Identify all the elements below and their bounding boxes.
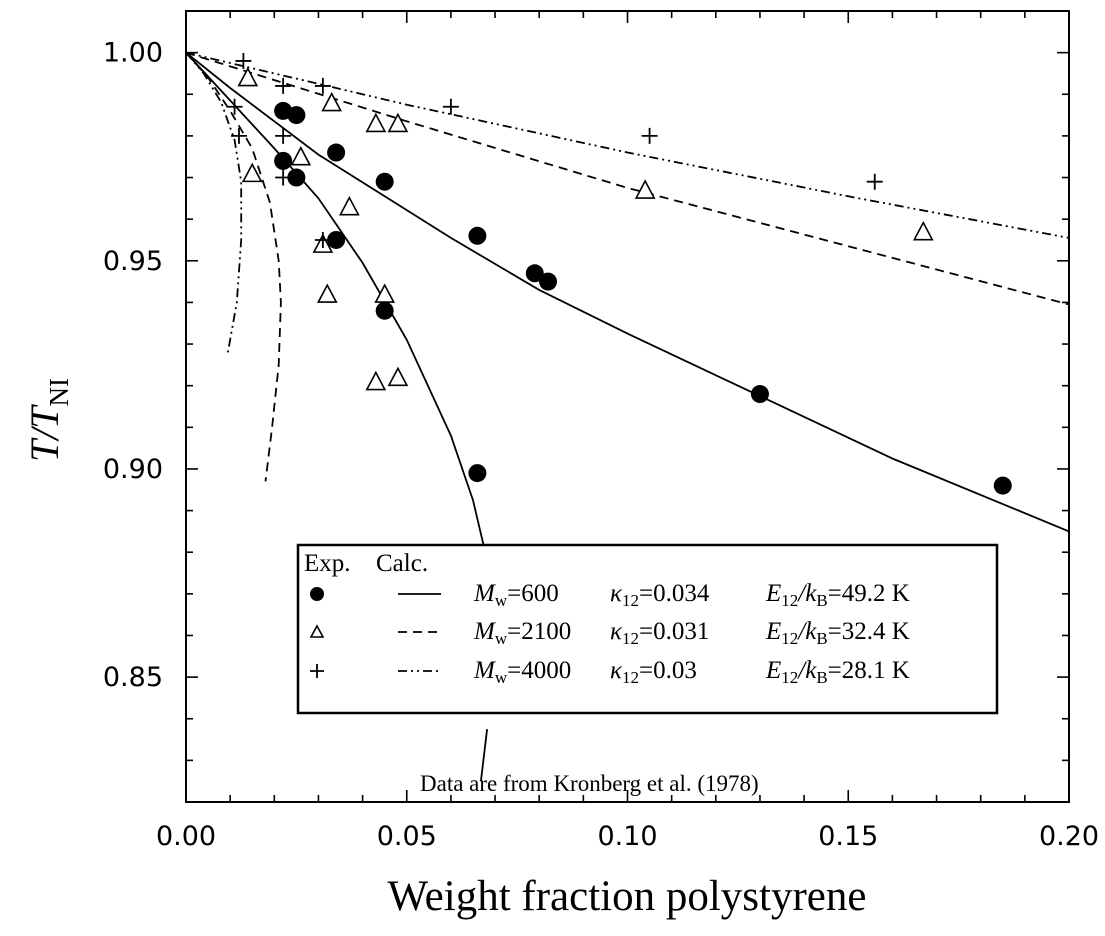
y-tick-label: 0.95 xyxy=(103,246,163,277)
legend-row-3: Mw=4000 κ12=0.03 E12/kB=28.1 K xyxy=(473,657,910,687)
y-tick-label: 0.90 xyxy=(103,454,163,485)
y-tick-label: 0.85 xyxy=(103,662,163,693)
y-axis-title: T/TNI xyxy=(22,378,74,462)
point-open-triangle xyxy=(241,162,263,183)
curve-dashdotdot xyxy=(185,51,1070,239)
axis-ticks xyxy=(185,10,1070,803)
point-filled-circle xyxy=(327,230,346,249)
point-filled-circle xyxy=(274,151,293,170)
legend-header-exp: Exp. xyxy=(304,550,351,577)
point-plus xyxy=(442,98,459,115)
x-axis-title: Weight fraction polystyrene xyxy=(388,873,867,920)
point-plus xyxy=(275,169,292,186)
point-open-triangle xyxy=(912,220,934,241)
legend-header-calc: Calc. xyxy=(376,550,428,577)
point-filled-circle xyxy=(327,143,346,162)
point-plus xyxy=(235,52,252,69)
legend-box xyxy=(296,543,999,715)
point-open-triangle xyxy=(387,366,409,387)
y-tick-label: 1.00 xyxy=(103,38,163,69)
point-open-triangle xyxy=(374,283,396,303)
point-open-triangle xyxy=(387,112,409,133)
legend-marker-plus xyxy=(310,664,324,678)
x-tick-label: 0.20 xyxy=(1039,821,1099,852)
curve-solid xyxy=(185,51,1070,533)
point-open-triangle xyxy=(365,112,387,133)
point-filled-circle xyxy=(525,264,544,283)
point-plus xyxy=(866,173,883,190)
point-plus xyxy=(275,77,292,94)
curve-dashdotdot xyxy=(185,52,243,353)
legend-marker-filled-circle xyxy=(310,587,324,601)
point-filled-circle xyxy=(750,385,769,404)
point-filled-circle xyxy=(468,226,487,245)
point-plus xyxy=(641,127,658,144)
point-open-triangle xyxy=(339,195,360,216)
point-filled-circle xyxy=(539,272,558,291)
point-plus xyxy=(230,127,247,144)
point-filled-circle xyxy=(468,464,487,483)
plot-frame xyxy=(185,10,1070,803)
tick-labels: 0.00 0.05 0.10 0.15 0.20 0.85 0.90 0.95 1.00 xyxy=(103,38,1099,852)
point-plus xyxy=(314,231,331,248)
point-filled-circle xyxy=(287,106,306,125)
x-tick-label: 0.15 xyxy=(818,821,878,852)
point-open-triangle xyxy=(316,283,338,303)
point-plus xyxy=(314,77,331,94)
legend-row-1: Mw=600 κ12=0.034 E12/kB=49.2 K xyxy=(473,580,910,610)
point-open-triangle xyxy=(365,370,387,391)
point-filled-circle xyxy=(375,301,394,320)
point-plus xyxy=(226,98,243,115)
x-tick-label: 0.05 xyxy=(377,821,437,852)
curve-dashed xyxy=(185,52,282,482)
point-filled-circle xyxy=(287,168,306,187)
point-plus xyxy=(275,127,292,144)
point-open-triangle xyxy=(290,146,312,166)
point-open-triangle xyxy=(321,91,343,112)
data-markers xyxy=(226,52,1012,495)
legend-marker-open-triangle xyxy=(309,624,325,638)
legend: Exp. Calc. Mw=600 κ12=0.034 E12/kB=49.2 … xyxy=(296,543,999,715)
point-filled-circle xyxy=(375,172,394,191)
x-tick-label: 0.00 xyxy=(156,821,216,852)
legend-row-2: Mw=2100 κ12=0.031 E12/kB=32.4 K xyxy=(473,618,910,648)
curve-dashed xyxy=(185,51,1070,306)
point-open-triangle xyxy=(634,179,656,199)
source-annotation: Data are from Kronberg et al. (1978) xyxy=(420,771,759,796)
point-filled-circle xyxy=(993,476,1012,495)
curve-solid xyxy=(480,728,488,782)
point-open-triangle xyxy=(237,66,259,87)
x-tick-label: 0.10 xyxy=(597,821,657,852)
